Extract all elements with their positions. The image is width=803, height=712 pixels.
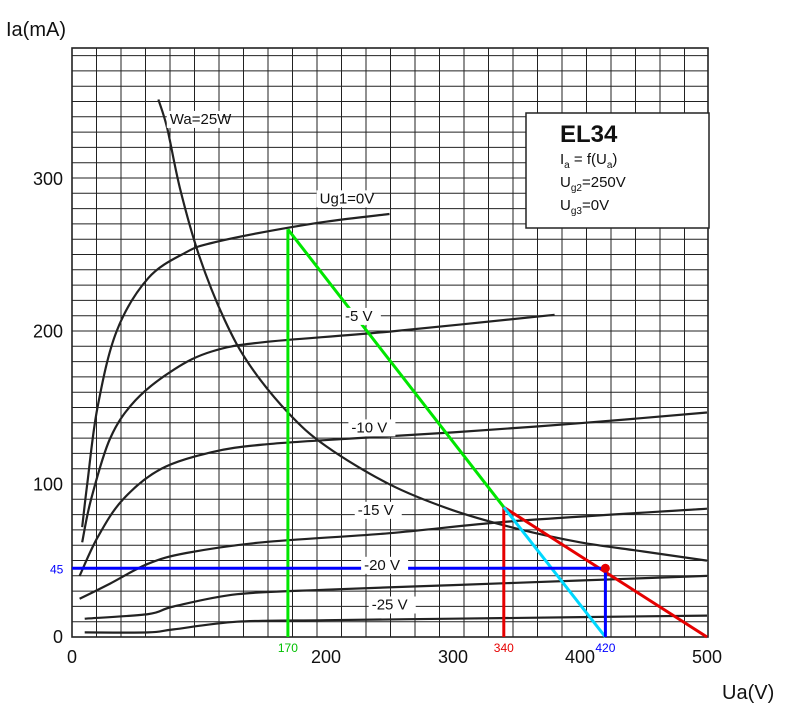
- x-tick-label: 300: [438, 647, 468, 667]
- series-label-bg-3: [354, 501, 402, 519]
- marker-label-x: 170: [278, 641, 298, 655]
- tube-info-box: [525, 112, 710, 229]
- y-axis-label: Ia(mA): [6, 19, 66, 41]
- x-axis-label: Ua(V): [722, 682, 774, 704]
- y-tick-label: 200: [33, 322, 63, 342]
- series-label-bg-1: [342, 307, 381, 325]
- y-tick-label: 300: [33, 169, 63, 189]
- series-line-4: [84, 574, 708, 620]
- marker-label-x: 340: [494, 641, 514, 655]
- tick-labels: 0 200 300 400 500 0 100 200 300 45 170 340 420: [33, 169, 722, 667]
- series-label-bg-2: [348, 419, 396, 437]
- load-lines: [72, 228, 708, 639]
- load-line-0-1: [286, 228, 505, 509]
- series-label-6: Wa=25W: [170, 111, 232, 128]
- marker-label-x: 420: [595, 641, 615, 655]
- series-label-bg-4: [361, 556, 409, 574]
- marker-label-y: 45: [50, 562, 64, 576]
- x-tick-label: 0: [67, 647, 77, 667]
- series-label-2: -10 V: [351, 419, 387, 436]
- series-label-0: Ug1=0V: [320, 190, 375, 207]
- series-label-bg-0: [316, 190, 372, 208]
- series-label-5: -25 V: [372, 597, 408, 614]
- series-label-3: -15 V: [358, 502, 394, 519]
- x-tick-label: 400: [565, 647, 595, 667]
- x-tick-label: 200: [311, 647, 341, 667]
- y-tick-label: 100: [33, 474, 63, 494]
- series-label-bg-6: [166, 110, 222, 128]
- series-line-1: [81, 313, 555, 543]
- info-line-3: Ug3=0V: [560, 197, 609, 217]
- tube-name: EL34: [560, 121, 618, 148]
- x-tick-label: 500: [692, 647, 722, 667]
- load-line-2-0: [502, 506, 607, 638]
- series-line-6: [157, 99, 708, 562]
- info-line-1: Ia = f(Ua): [560, 151, 617, 171]
- operating-point: [600, 563, 610, 573]
- curve-labels: Ug1=0V -5 V -10 V -15 V -20 V -25 V Wa=25W: [166, 110, 416, 614]
- series-line-2: [78, 411, 708, 577]
- series-label-bg-5: [368, 596, 416, 614]
- info-line-2: Ug2=250V: [560, 174, 626, 194]
- series-label-1: -5 V: [345, 308, 373, 325]
- series-line-3: [79, 507, 708, 600]
- y-tick-label: 0: [53, 627, 63, 647]
- series-line-0: [81, 212, 390, 528]
- series-line-5: [84, 614, 708, 634]
- series-label-4: -20 V: [364, 557, 400, 574]
